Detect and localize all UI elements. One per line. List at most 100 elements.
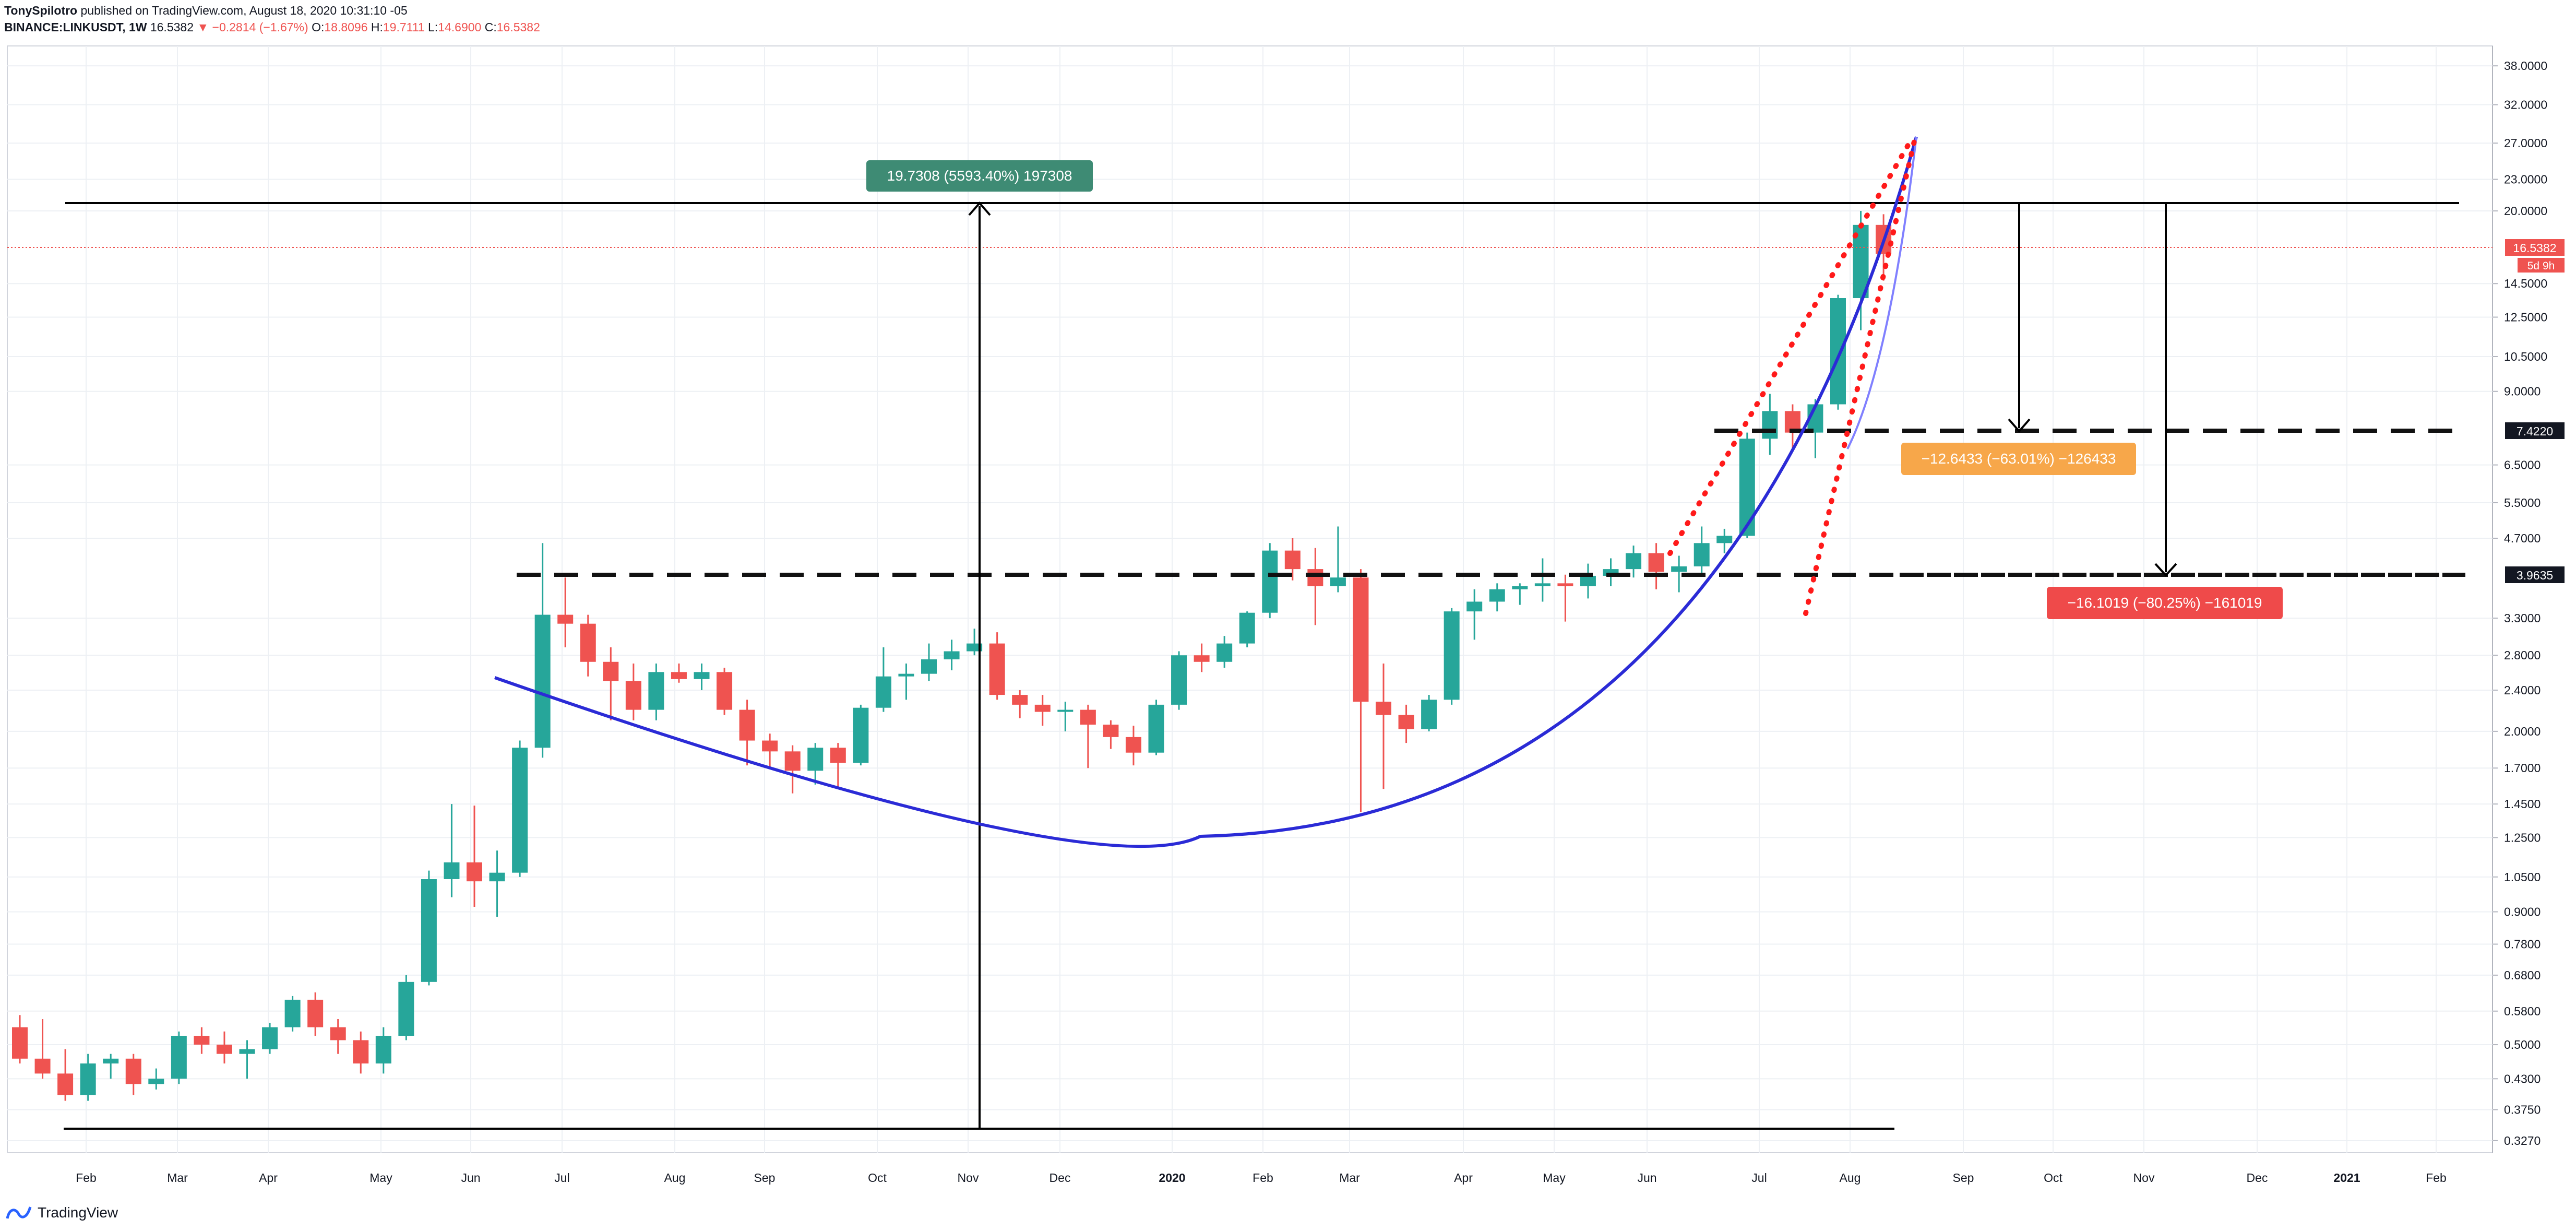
candle[interactable] <box>1580 563 1596 599</box>
candle[interactable] <box>1398 704 1414 743</box>
candle[interactable] <box>717 668 733 715</box>
candle[interactable] <box>330 1019 346 1054</box>
x-tick-label: Jun <box>461 1171 480 1185</box>
dotted-trendline-right[interactable] <box>1803 134 1918 616</box>
candle[interactable] <box>1648 543 1664 589</box>
candle[interactable] <box>353 1031 369 1074</box>
candle[interactable] <box>694 663 710 690</box>
candle[interactable] <box>1307 548 1323 625</box>
candle[interactable] <box>1626 546 1642 578</box>
candle[interactable] <box>1671 555 1687 593</box>
dotted-trendline-left[interactable] <box>1667 137 1914 556</box>
candle[interactable] <box>989 632 1005 700</box>
candle[interactable] <box>1148 700 1164 755</box>
candle[interactable] <box>784 745 801 794</box>
candle[interactable] <box>898 663 914 700</box>
candle[interactable] <box>262 1023 278 1054</box>
candle[interactable] <box>398 975 414 1040</box>
candle[interactable] <box>1466 589 1483 640</box>
candle[interactable] <box>1376 663 1391 789</box>
candle[interactable] <box>1489 583 1505 612</box>
candle[interactable] <box>1353 569 1369 812</box>
candle[interactable] <box>239 1040 255 1079</box>
candle[interactable] <box>489 850 505 917</box>
candle[interactable] <box>1194 643 1210 672</box>
candle[interactable] <box>1444 608 1460 705</box>
candle[interactable] <box>1739 432 1755 538</box>
candle-body <box>353 1040 369 1064</box>
candle[interactable] <box>830 743 846 789</box>
candle[interactable] <box>444 804 460 897</box>
candle[interactable] <box>1512 583 1528 605</box>
rounding-bottom-curve[interactable] <box>494 136 1918 848</box>
candle[interactable] <box>557 577 574 648</box>
drawings <box>7 134 2492 1130</box>
candle[interactable] <box>1125 726 1141 766</box>
candle[interactable] <box>921 643 937 681</box>
candle[interactable] <box>1284 538 1301 581</box>
tradingview-logo-icon[interactable] <box>5 1203 32 1223</box>
candle[interactable] <box>80 1054 96 1101</box>
candle[interactable] <box>125 1054 141 1095</box>
candle[interactable] <box>853 704 869 766</box>
candle[interactable] <box>1171 651 1187 710</box>
candle[interactable] <box>1557 574 1573 622</box>
tradingview-brand[interactable]: TradingView <box>38 1204 118 1221</box>
candle[interactable] <box>762 733 778 768</box>
price-axis[interactable]: 38.0000 32.0000 27.0000 23.0000 20.0000 14.50… <box>2492 59 2547 1147</box>
candle[interactable] <box>1012 690 1028 718</box>
candle[interactable] <box>1217 636 1233 668</box>
candle[interactable] <box>467 806 482 907</box>
candle[interactable] <box>12 1015 28 1064</box>
candle[interactable] <box>375 1027 391 1074</box>
candle[interactable] <box>148 1068 164 1090</box>
candle[interactable] <box>307 992 324 1036</box>
price-chart[interactable]: 19.7308 (5593.40%) 197308 −12.6433 (−63.… <box>0 0 2576 1201</box>
y-tick-label: 0.7800 <box>2504 938 2541 951</box>
candle[interactable] <box>648 663 664 720</box>
candle[interactable] <box>967 629 983 656</box>
candle[interactable] <box>34 1019 51 1079</box>
candle[interactable] <box>944 640 960 670</box>
candle[interactable] <box>1830 294 1846 410</box>
candle[interactable] <box>421 870 437 986</box>
candle[interactable] <box>1103 720 1119 749</box>
author-name[interactable]: TonySpilotro <box>4 4 78 17</box>
candle[interactable] <box>739 700 755 766</box>
candle[interactable] <box>216 1031 232 1064</box>
candle[interactable] <box>807 743 824 785</box>
candle[interactable] <box>1080 704 1096 768</box>
candle[interactable] <box>284 996 301 1032</box>
candle[interactable] <box>1762 394 1778 455</box>
candle[interactable] <box>103 1054 119 1079</box>
candle-body <box>330 1027 346 1040</box>
candle[interactable] <box>1057 702 1074 731</box>
candle[interactable] <box>625 663 641 720</box>
x-tick-label: Feb <box>2426 1171 2447 1185</box>
candle[interactable] <box>194 1027 210 1054</box>
candle[interactable] <box>1534 558 1551 602</box>
candle[interactable] <box>1694 526 1710 575</box>
open-value: 18.8096 <box>324 20 368 34</box>
candle-body <box>444 862 460 879</box>
candle-body <box>1148 704 1164 753</box>
candle[interactable] <box>1330 526 1346 593</box>
candle[interactable] <box>1716 528 1733 553</box>
candle[interactable] <box>671 663 687 683</box>
candle[interactable] <box>171 1031 187 1084</box>
candle[interactable] <box>1034 695 1051 726</box>
candle-body <box>467 862 482 882</box>
candle[interactable] <box>1421 695 1437 731</box>
candle[interactable] <box>57 1049 74 1101</box>
candle[interactable] <box>534 543 551 758</box>
y-tick-label: 20.0000 <box>2504 204 2547 218</box>
candle[interactable] <box>1239 611 1255 648</box>
candle[interactable] <box>512 740 528 877</box>
candle[interactable] <box>580 614 596 677</box>
candle-body <box>12 1027 28 1059</box>
x-tick-label: Oct <box>868 1171 887 1185</box>
time-axis[interactable]: Feb Mar Apr May Jun Jul Aug Sep Oct Nov Dec 2020 Feb… <box>76 1171 2447 1185</box>
candle[interactable] <box>1262 543 1278 619</box>
candle[interactable] <box>603 647 619 720</box>
candle[interactable] <box>875 647 891 712</box>
